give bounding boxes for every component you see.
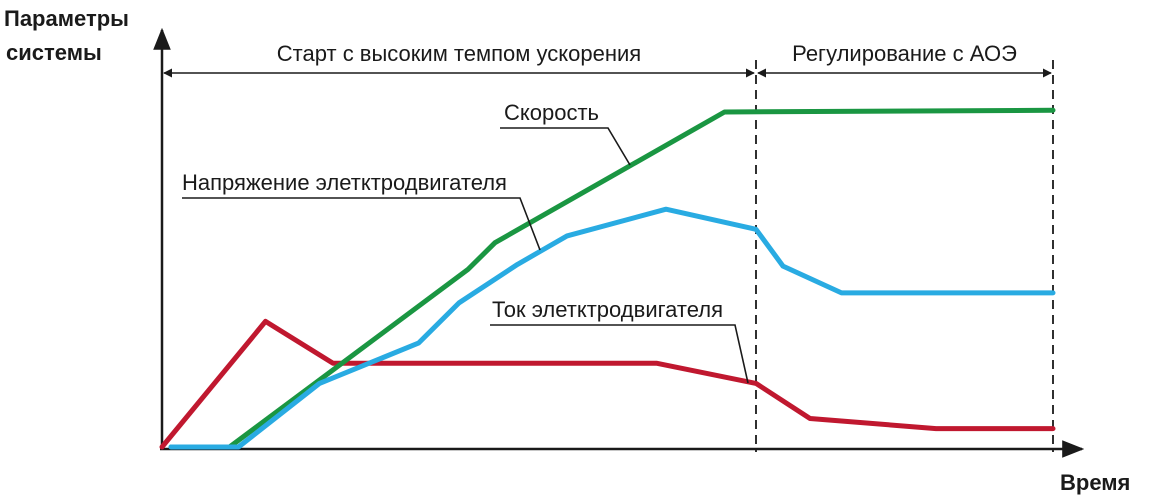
phase-start-label: Старт с высоким темпом ускорения bbox=[277, 41, 641, 66]
phase-regulation-label: Регулирование с АОЭ bbox=[792, 41, 1017, 66]
series-line-voltage bbox=[168, 206, 1056, 450]
series-label-current: Ток элетктродвигателя bbox=[492, 297, 723, 322]
voltage-label-leader bbox=[182, 197, 541, 251]
y-axis-title-line1: Параметры bbox=[4, 6, 129, 31]
x-axis-title: Время bbox=[1060, 470, 1130, 495]
current-label-leader bbox=[490, 324, 749, 384]
y-axis-title-line2: системы bbox=[6, 40, 102, 65]
speed-label-leader bbox=[500, 127, 631, 166]
series-label-speed: Скорость bbox=[504, 100, 599, 125]
series-line-current bbox=[159, 318, 1056, 450]
series-label-voltage: Напряжение элетктродвигателя bbox=[182, 170, 507, 195]
